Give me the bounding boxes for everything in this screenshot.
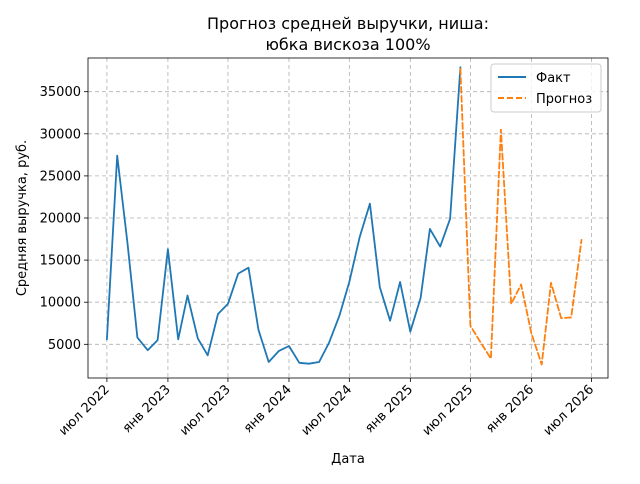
chart-title-line2: юбка вискоза 100% — [265, 35, 430, 54]
y-tick-label: 15000 — [40, 254, 81, 269]
series-layer — [106, 66, 583, 366]
chart-title-line1: Прогноз средней выручки, ниша: — [207, 14, 489, 33]
legend: Факт Прогноз — [490, 63, 602, 113]
y-axis-ticks: 5000 10000 15000 20000 25000 30000 35000 — [40, 85, 88, 353]
legend-label-fact: Факт — [536, 71, 571, 86]
y-axis-label: Средняя выручка, руб. — [15, 140, 30, 296]
y-tick-label: 35000 — [40, 85, 81, 100]
y-tick-label: 5000 — [48, 338, 81, 353]
series-line-forecast — [459, 68, 583, 366]
legend-label-forecast: Прогноз — [536, 92, 592, 107]
series-line-fact — [106, 66, 462, 365]
x-axis-label: Дата — [331, 452, 365, 467]
y-tick-label: 30000 — [40, 127, 81, 142]
y-tick-label: 10000 — [40, 296, 81, 311]
y-tick-label: 25000 — [40, 169, 81, 184]
y-tick-label: 20000 — [40, 212, 81, 227]
